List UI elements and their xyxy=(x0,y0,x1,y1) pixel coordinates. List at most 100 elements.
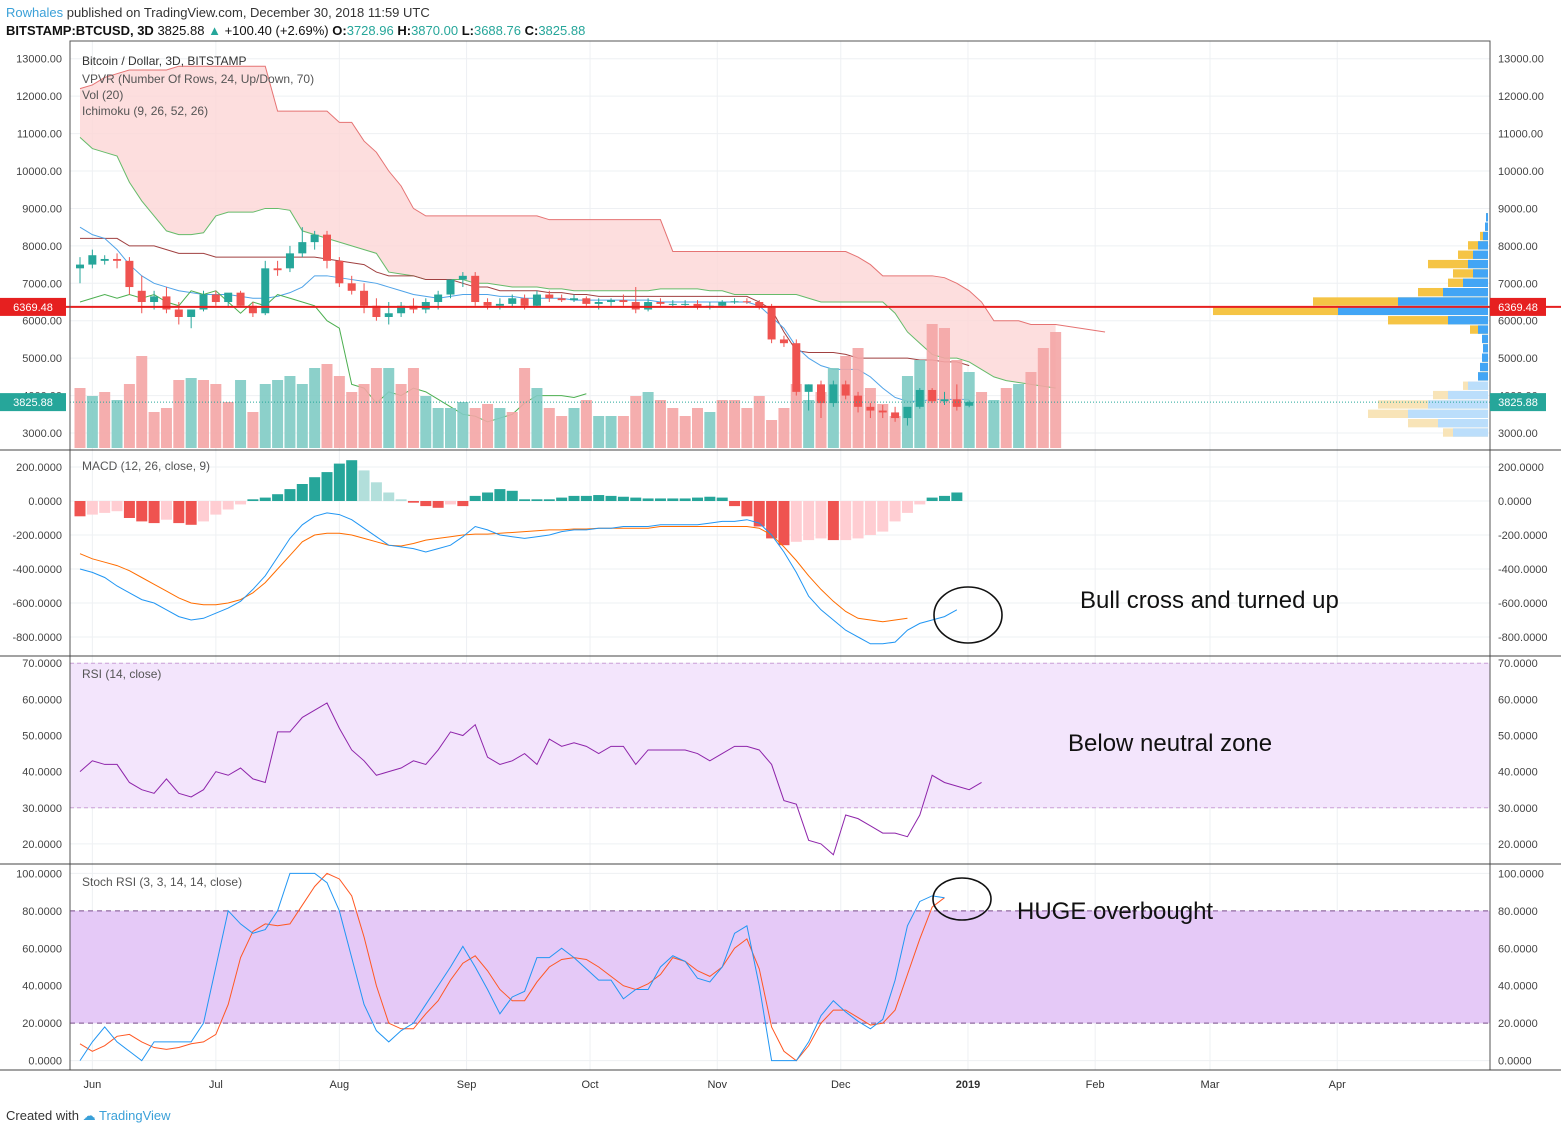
vpvr-up-bar xyxy=(1473,250,1488,259)
volume-bar xyxy=(531,388,543,448)
volume-bar xyxy=(790,384,802,448)
tradingview-brand[interactable]: TradingView xyxy=(99,1108,171,1123)
volume-bar xyxy=(827,368,839,448)
macd-pane[interactable] xyxy=(74,460,963,645)
time-axis-label: Apr xyxy=(1329,1079,1346,1091)
macd-histogram-bar xyxy=(272,494,284,501)
macd-histogram-bar xyxy=(692,497,703,501)
rsi-pane[interactable] xyxy=(70,662,1490,856)
stoch-axis-label-left: 0.0000 xyxy=(28,1056,62,1068)
price-axis-label-left: 10000.00 xyxy=(16,166,62,178)
rsi-axis-label-right: 40.0000 xyxy=(1498,767,1538,779)
rsi-axis-label-right: 30.0000 xyxy=(1498,803,1538,815)
price-legend-title: Bitcoin / Dollar, 3D, BITSTAMP xyxy=(82,54,247,68)
price-axis-label-right: 12000.00 xyxy=(1498,91,1544,103)
stoch-circle-mark xyxy=(932,877,992,921)
pane-frames xyxy=(0,40,1561,1071)
volume-bar xyxy=(74,388,86,448)
macd-histogram-bar xyxy=(753,501,765,527)
price-axis-label-left: 3000.00 xyxy=(22,428,62,440)
candle-down xyxy=(545,294,554,299)
candle-up xyxy=(187,309,196,317)
vpvr-up-bar xyxy=(1468,259,1488,269)
vpvr-up-bar xyxy=(1482,334,1488,344)
volume-bar xyxy=(568,408,580,448)
vpvr-down-bar xyxy=(1453,269,1488,278)
time-axis-label: Aug xyxy=(330,1079,350,1091)
candle-down xyxy=(631,302,640,310)
vpvr-up-bar xyxy=(1485,222,1488,231)
volume-bar xyxy=(235,380,247,448)
candle-down xyxy=(952,399,961,407)
price-axis-label-left: 9000.00 xyxy=(22,203,62,215)
close-label: C: xyxy=(524,23,539,38)
vpvr-up-bar xyxy=(1398,297,1488,306)
candle-up xyxy=(903,406,912,419)
symbol-label: BITSTAMP:BTCUSD, 3D xyxy=(6,23,154,38)
stoch-axis-label-left: 80.0000 xyxy=(22,906,62,918)
price-axis-label-right: 3000.00 xyxy=(1498,428,1538,440)
price-axis-label-right: 5000.00 xyxy=(1498,353,1538,365)
stoch-legend: Stoch RSI (3, 3, 14, 14, close) xyxy=(82,875,242,889)
ichimoku-legend: Ichimoku (9, 26, 52, 26) xyxy=(82,104,208,118)
macd-histogram-bar xyxy=(778,501,790,546)
stoch-axis-label-right: 0.0000 xyxy=(1498,1056,1532,1068)
macd-histogram-bar xyxy=(667,498,679,501)
volume-bar xyxy=(753,396,765,448)
stoch-pane[interactable] xyxy=(70,872,1490,1062)
candle-down xyxy=(162,296,171,310)
volume-bar xyxy=(86,396,98,448)
stoch-d-line xyxy=(79,872,945,1062)
macd-histogram-bar xyxy=(914,501,926,505)
volume-bar xyxy=(222,402,234,448)
volume-bar xyxy=(716,400,728,448)
vpvr-up-bar xyxy=(1448,316,1488,325)
candle-up xyxy=(965,402,974,406)
macd-histogram-bar xyxy=(407,501,419,503)
candle-up xyxy=(298,242,307,254)
macd-axis-label-right: 200.0000 xyxy=(1498,462,1544,474)
ichimoku-span-b-line xyxy=(79,65,1106,333)
macd-histogram-bar xyxy=(716,497,728,501)
candle-up xyxy=(421,302,430,310)
macd-histogram-bar xyxy=(309,477,321,501)
vpvr-up-bar xyxy=(1482,353,1488,362)
high-label: H: xyxy=(397,23,412,38)
macd-axis-label-right: -800.0000 xyxy=(1498,632,1548,644)
open-label: O: xyxy=(332,23,347,38)
vpvr-up-bar xyxy=(1438,418,1488,428)
volume-bar xyxy=(160,408,172,448)
high-value: 3870.00 xyxy=(411,23,459,38)
macd-histogram-bar xyxy=(370,482,382,501)
candle-up xyxy=(224,292,233,303)
candle-down xyxy=(779,339,788,344)
macd-histogram-bar xyxy=(766,501,778,539)
candle-down xyxy=(767,307,776,340)
candle-up xyxy=(495,303,504,306)
candle-up xyxy=(76,264,84,269)
volume-bar xyxy=(111,400,123,448)
last-price-label-left: 3825.88 xyxy=(13,397,53,409)
volume-bar xyxy=(1050,332,1062,448)
time-axis-label: Mar xyxy=(1201,1079,1220,1091)
price-pane[interactable] xyxy=(0,65,1561,448)
macd-histogram-bar xyxy=(840,501,852,541)
vpvr-up-bar xyxy=(1486,213,1488,222)
volume-bar xyxy=(729,400,741,448)
candle-down xyxy=(841,384,850,396)
candle-up xyxy=(199,294,208,310)
macd-histogram-bar xyxy=(605,495,617,501)
ichimoku-chikou-line xyxy=(79,290,587,423)
macd-histogram-bar xyxy=(852,501,864,539)
vpvr-up-bar xyxy=(1480,362,1488,372)
volume-bar xyxy=(457,402,469,448)
footer: Created with ☁ TradingView xyxy=(6,1108,171,1124)
macd-histogram-bar xyxy=(630,497,642,501)
chart-canvas[interactable]: 3000.003000.004000.004000.005000.005000.… xyxy=(0,40,1561,1100)
volume-bar xyxy=(654,400,666,448)
stoch-axis-label-right: 60.0000 xyxy=(1498,943,1538,955)
tradingview-logo-icon: ☁ xyxy=(82,1108,96,1123)
candle-down xyxy=(854,395,863,407)
candle-up xyxy=(434,294,443,303)
author-name[interactable]: Rowhales xyxy=(6,5,64,20)
